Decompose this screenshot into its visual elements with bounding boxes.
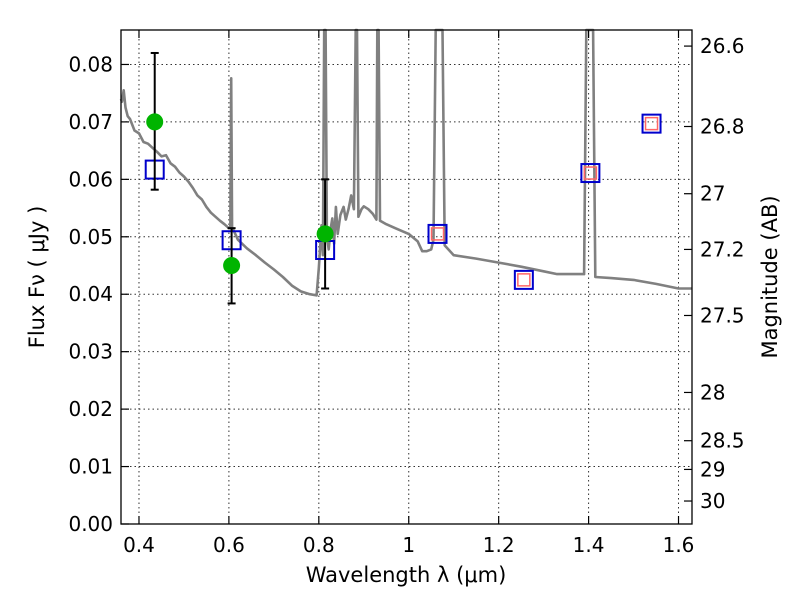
observed-point [316, 225, 334, 243]
model-band-square [427, 223, 448, 244]
x-tick-label: 0.8 [303, 533, 335, 557]
y2-tick-label: 28.5 [700, 429, 745, 453]
y2-tick-label: 30 [700, 489, 725, 513]
model-sed-line [119, 28, 692, 297]
grid [121, 30, 692, 524]
model-band-square [580, 163, 601, 184]
model-band-inner-square [430, 227, 445, 241]
x-tick-label: 0.6 [213, 533, 245, 557]
model-band-inner-square [644, 116, 659, 131]
y-tick-label: 0.06 [68, 167, 113, 191]
x-axis-label: Wavelength λ (μm) [306, 563, 507, 587]
x-tick-label: 1 [402, 533, 415, 557]
observed-point [146, 113, 164, 131]
x-tick-label: 1.2 [483, 533, 515, 557]
y2-tick-label: 26.6 [700, 34, 745, 58]
y-tick-label: 0.00 [68, 512, 113, 536]
y2-tick-label: 27.2 [700, 237, 745, 261]
model-band-inner-square [517, 273, 531, 287]
model-band-square [513, 269, 534, 290]
y-tick-label: 0.04 [68, 282, 113, 306]
observed-point [223, 257, 241, 275]
y-tick-label: 0.01 [68, 455, 113, 479]
y-tick-label: 0.07 [68, 110, 113, 134]
x-tick-label: 1.6 [663, 533, 695, 557]
x-tick-label: 1.4 [573, 533, 605, 557]
model-band-square [641, 113, 662, 134]
y2-tick-label: 27 [700, 182, 725, 206]
plot-frame [120, 29, 693, 525]
model-band-inner-square [583, 166, 598, 180]
series-layer [119, 28, 692, 305]
y2-axis-label: Magnitude (AB) [758, 195, 782, 358]
y-tick-label: 0.03 [68, 340, 113, 364]
y2-tick-label: 28 [700, 380, 725, 404]
y-tick-label: 0.08 [68, 52, 113, 76]
y2-tick-label: 27.5 [700, 303, 745, 327]
y-axis-label: Flux Fν ( μJy ) [25, 206, 49, 349]
x-tick-label: 0.4 [123, 533, 155, 557]
y2-tick-label: 29 [700, 457, 725, 481]
y-tick-label: 0.02 [68, 397, 113, 421]
axis-ticks: 0.4 0.6 0.8 1 1.2 1.4 1.6 0.00 0.01 0.02 0.03 0.04 0… [68, 30, 745, 557]
y2-tick-label: 26.8 [700, 115, 745, 139]
y-tick-label: 0.05 [68, 225, 113, 249]
